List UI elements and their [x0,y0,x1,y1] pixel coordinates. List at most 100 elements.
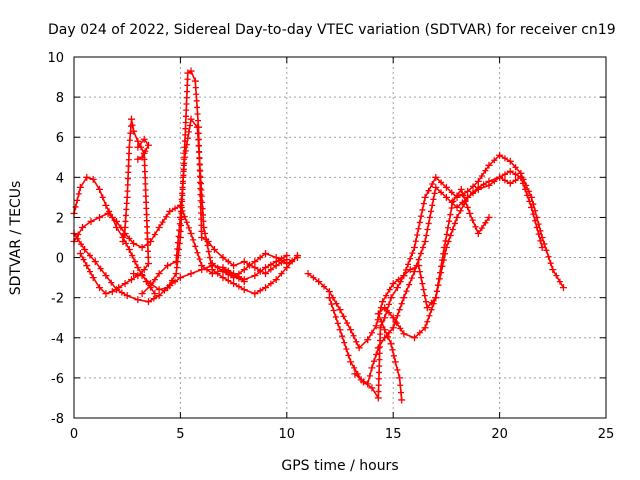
data-point [138,272,146,280]
data-point [240,258,248,266]
data-marker [175,233,182,240]
data-marker [446,218,453,225]
data-point [138,290,146,298]
data-marker [143,199,150,206]
data-marker [193,97,200,104]
data-marker [341,339,348,346]
grid-layer [74,57,606,418]
x-tick-label: 20 [491,427,508,442]
data-marker [344,320,351,327]
data-marker [423,298,430,305]
data-point [389,324,397,332]
data-point [293,254,301,262]
data-point [381,334,389,342]
data-point [89,175,97,183]
data-marker [438,263,445,270]
data-marker [74,197,81,204]
data-point [125,143,133,151]
data-marker [199,199,206,206]
data-marker [125,156,132,163]
data-point [83,262,91,270]
data-marker [398,389,405,396]
data-point [325,294,333,302]
data-point [108,288,116,296]
data-point [155,292,163,300]
data-marker [394,312,401,319]
data-marker [405,261,412,268]
data-point [432,294,440,302]
data-marker [434,282,441,289]
data-marker [172,278,179,285]
data-marker [396,306,403,313]
data-marker [454,192,461,199]
data-marker [159,219,166,226]
data-point [400,330,408,338]
data-marker [512,164,519,171]
data-marker [182,131,189,138]
data-marker [482,219,489,226]
data-point [389,314,397,322]
data-point [172,270,180,278]
data-point [528,193,536,201]
x-tick-label: 5 [176,427,184,442]
data-point [398,396,406,404]
data-point [374,310,382,318]
data-marker [390,352,397,359]
data-marker [180,172,187,179]
data-marker [183,219,190,226]
data-marker [437,269,444,276]
data-marker [419,206,426,213]
data-marker [144,236,151,243]
data-point [251,264,259,272]
data-marker [121,231,128,238]
data-marker [524,192,531,199]
data-marker [198,180,205,187]
data-marker [183,100,190,107]
data-point [198,266,206,274]
data-marker [480,181,487,188]
data-marker [385,309,392,316]
data-marker [393,320,400,327]
data-marker [151,276,158,283]
data-point [538,244,546,252]
data-marker [449,226,456,233]
data-point [251,258,259,266]
data-marker [482,167,489,174]
data-marker [428,208,435,215]
data-point [127,115,135,123]
data-point [506,167,514,175]
data-marker [97,265,104,272]
data-marker [424,318,431,325]
data-point [381,304,389,312]
data-marker [417,250,424,257]
y-axis-title: SDTVAR / TECUs [8,181,24,296]
data-point [76,183,84,191]
data-marker [72,203,79,210]
data-marker [168,277,175,284]
data-marker [415,256,422,263]
data-marker [182,119,189,126]
data-marker [196,256,203,263]
data-marker [257,254,264,261]
data-marker [143,217,150,224]
data-point [134,296,142,304]
data-point [391,358,399,366]
data-point [410,334,418,342]
data-marker [412,238,419,245]
data-marker [184,88,191,95]
data-series-12 [374,185,493,404]
data-point [528,203,536,211]
data-point [164,284,172,292]
data-marker [530,211,537,218]
data-point [193,123,201,131]
data-marker [123,206,130,213]
data-point [208,266,216,274]
data-point [176,274,184,282]
data-point [219,274,227,282]
data-marker [430,196,437,203]
data-point [200,223,208,231]
data-marker [124,188,131,195]
data-point [119,238,127,246]
data-marker [235,270,242,277]
data-point [374,344,382,352]
